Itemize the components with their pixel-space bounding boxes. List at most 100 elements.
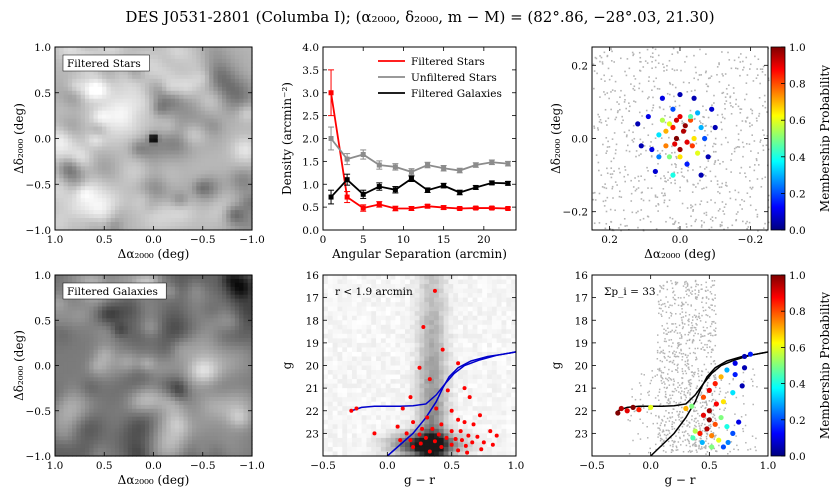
density-cell bbox=[192, 118, 197, 124]
density-cell bbox=[217, 102, 223, 108]
density-cell bbox=[59, 114, 65, 120]
density-cell bbox=[102, 138, 107, 144]
density-cell bbox=[97, 134, 103, 140]
density-cell bbox=[119, 452, 125, 457]
density-cell bbox=[97, 275, 103, 280]
density-cell bbox=[59, 106, 65, 112]
density-cell bbox=[119, 186, 125, 191]
x-tick-label: 0 bbox=[320, 234, 327, 246]
density-cell bbox=[204, 440, 210, 445]
field-star bbox=[669, 216, 671, 219]
density-cell bbox=[166, 420, 172, 426]
density-cell bbox=[170, 404, 176, 410]
density-cell bbox=[230, 178, 236, 183]
density-cell bbox=[243, 310, 249, 315]
density-cell bbox=[149, 166, 155, 171]
field-star bbox=[618, 103, 620, 105]
density-cell bbox=[234, 282, 240, 288]
density-cell bbox=[234, 146, 240, 152]
field-star bbox=[633, 89, 636, 92]
density-cell bbox=[55, 314, 60, 319]
density-cell bbox=[149, 194, 155, 199]
density-cell bbox=[140, 298, 146, 304]
density-cell bbox=[166, 190, 172, 195]
density-cell bbox=[59, 70, 65, 76]
density-cell bbox=[67, 190, 73, 195]
density-cell bbox=[93, 210, 99, 215]
density-cell bbox=[127, 452, 133, 457]
density-cell bbox=[110, 106, 116, 112]
density-cell bbox=[93, 334, 99, 339]
density-cell bbox=[196, 334, 202, 339]
density-cell bbox=[209, 408, 215, 414]
y-tick-label: 0.5 bbox=[34, 88, 51, 100]
density-cell bbox=[166, 452, 172, 457]
density-cell bbox=[106, 377, 112, 382]
density-cell bbox=[59, 138, 65, 144]
density-cell bbox=[183, 150, 189, 156]
density-cell bbox=[239, 420, 245, 426]
density-cell bbox=[170, 349, 176, 355]
density-cell bbox=[149, 182, 155, 187]
y-tick-label: 1.0 bbox=[34, 42, 51, 54]
density-cell bbox=[192, 106, 197, 112]
density-cell bbox=[239, 134, 245, 140]
density-cell bbox=[110, 341, 116, 347]
density-cell bbox=[102, 206, 107, 211]
density-cell bbox=[110, 318, 116, 323]
density-cell bbox=[114, 345, 120, 351]
density-cell bbox=[144, 94, 150, 100]
density-cell bbox=[179, 412, 185, 418]
density-cell bbox=[97, 357, 103, 363]
density-cell bbox=[153, 385, 159, 390]
field-star bbox=[722, 210, 724, 212]
density-cell bbox=[84, 341, 90, 347]
density-cell bbox=[59, 310, 65, 315]
density-cell bbox=[97, 118, 103, 124]
density-cell bbox=[187, 62, 193, 68]
field-star bbox=[693, 77, 695, 80]
density-cell bbox=[59, 314, 65, 319]
density-cell bbox=[123, 318, 129, 323]
density-cell bbox=[114, 306, 120, 312]
density-cell bbox=[243, 218, 249, 223]
density-cell bbox=[196, 146, 202, 152]
panel-filtered-stars: 1.0 0.5 0.0 −0.5 −1.0−1.0−0.50.00.51.0Δα₂₀₀₀… bbox=[12, 42, 265, 261]
density-cell bbox=[123, 78, 129, 84]
density-cell bbox=[76, 110, 82, 116]
density-cell bbox=[183, 194, 189, 199]
density-cell bbox=[204, 428, 210, 433]
density-cell bbox=[192, 294, 197, 300]
density-cell bbox=[76, 306, 82, 312]
density-cell bbox=[106, 186, 112, 191]
density-cell bbox=[243, 226, 249, 231]
field-star bbox=[644, 60, 647, 62]
density-cell bbox=[67, 357, 73, 363]
density-cell bbox=[166, 334, 172, 339]
density-cell bbox=[247, 448, 253, 453]
field-star bbox=[673, 171, 675, 174]
density-cell bbox=[136, 210, 142, 215]
density-cell bbox=[59, 369, 65, 374]
density-cell bbox=[93, 389, 99, 394]
density-cell bbox=[179, 302, 185, 308]
density-cell bbox=[183, 440, 189, 445]
density-cell bbox=[226, 182, 232, 187]
density-cell bbox=[234, 190, 240, 195]
density-cell bbox=[213, 190, 219, 195]
density-cell bbox=[76, 424, 82, 430]
field-star bbox=[751, 109, 754, 112]
density-cell bbox=[153, 424, 159, 430]
density-cell bbox=[174, 54, 180, 60]
density-cell bbox=[102, 306, 107, 312]
density-cell bbox=[200, 337, 206, 343]
density-cell bbox=[59, 110, 65, 116]
density-cell bbox=[243, 74, 249, 80]
density-cell bbox=[136, 150, 142, 156]
density-cell bbox=[136, 357, 142, 363]
density-cell bbox=[140, 389, 146, 394]
density-cell bbox=[174, 218, 180, 223]
density-cell bbox=[187, 334, 193, 339]
density-cell bbox=[144, 416, 150, 422]
density-cell bbox=[196, 420, 202, 426]
